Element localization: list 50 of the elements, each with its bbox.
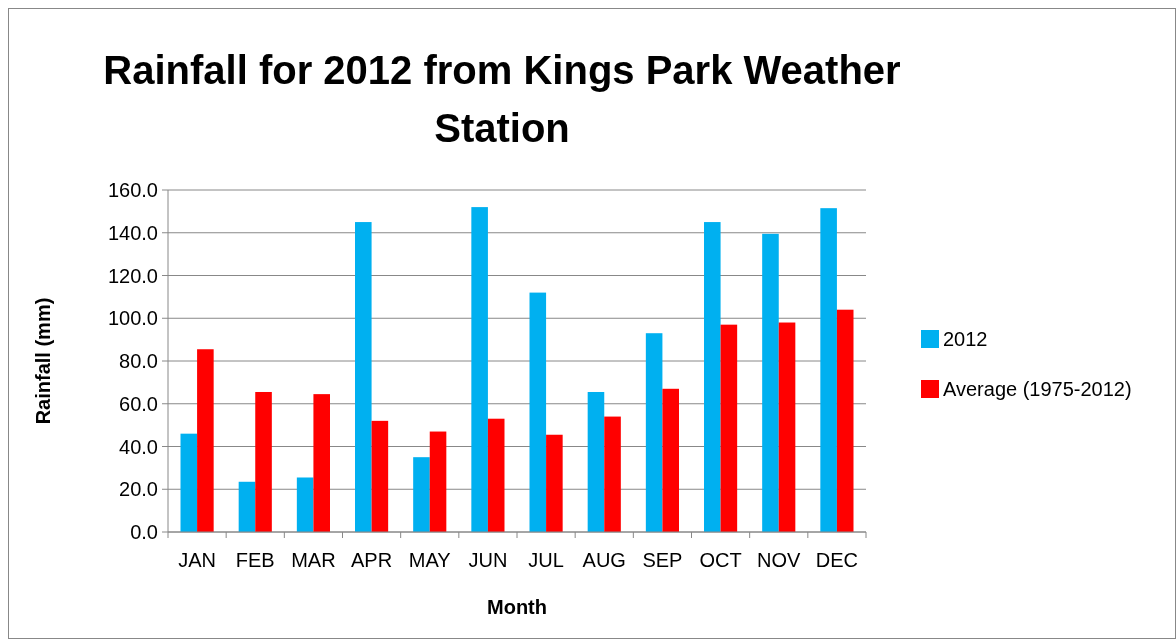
y-tick-label: 80.0: [119, 350, 158, 372]
x-tick-label: NOV: [757, 549, 802, 571]
x-tick-label: FEB: [235, 549, 275, 571]
x-tick-label: DEC: [815, 549, 859, 571]
bar: [197, 349, 214, 532]
bar: [820, 208, 837, 532]
bar: [587, 391, 605, 532]
bar: [604, 416, 621, 532]
x-tick-label: JUN: [468, 549, 508, 571]
bar: [180, 433, 198, 532]
bar: [313, 394, 330, 532]
bar: [255, 391, 272, 532]
y-tick-label: 0.0: [130, 521, 158, 543]
y-tick-label: 40.0: [119, 435, 158, 458]
y-tick-label: 60.0: [119, 392, 158, 415]
bar: [836, 309, 854, 532]
x-tick-label: MAR: [291, 549, 336, 571]
legend-label: 2012: [943, 328, 988, 350]
bar: [645, 333, 663, 532]
y-tick-label: 100.0: [107, 307, 158, 330]
y-tick-label: 140.0: [107, 221, 158, 244]
legend-label: Average (1975-2012): [943, 378, 1132, 400]
bar: [778, 322, 796, 532]
bar: [296, 477, 314, 532]
bar: [355, 222, 372, 532]
bar: [371, 420, 389, 532]
chart-title: Rainfall for 2012 from Kings Park Weather Station: [103, 48, 901, 150]
bar: [546, 434, 563, 532]
bar: [662, 388, 679, 532]
y-tick-label: 120.0: [107, 264, 158, 287]
x-tick-label: AUG: [582, 549, 626, 571]
bar: [704, 222, 721, 532]
y-tick-label: 20.0: [119, 478, 158, 501]
bar: [487, 418, 505, 532]
x-axis-title: Month: [487, 596, 547, 618]
bar: [529, 292, 547, 532]
x-tick-label: APR: [351, 549, 393, 571]
bar: [413, 457, 430, 532]
x-tick-label: JAN: [178, 549, 216, 571]
x-tick-label: OCT: [699, 549, 742, 571]
y-axis-title: Rainfall (mm): [32, 297, 54, 425]
bar: [238, 481, 256, 532]
x-tick-label: JUL: [528, 549, 564, 571]
bar: [471, 207, 488, 532]
bar: [429, 431, 447, 532]
bar: [762, 233, 779, 532]
bar: [720, 324, 738, 532]
y-tick-label: 160.0: [107, 179, 158, 201]
x-tick-label: MAY: [408, 549, 451, 571]
x-tick-label: SEP: [642, 549, 683, 571]
